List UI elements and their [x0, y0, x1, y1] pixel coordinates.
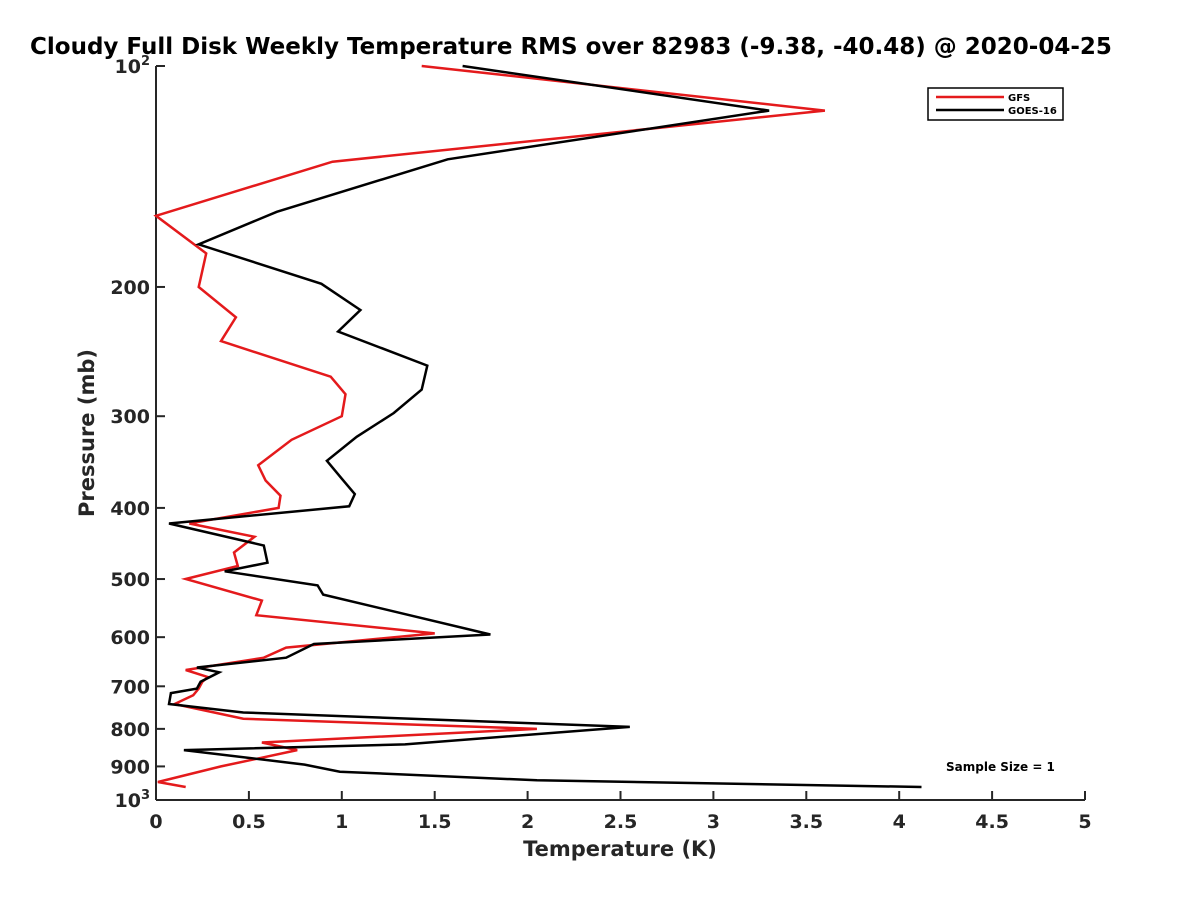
- y-tick-label: 900: [110, 756, 150, 778]
- x-tick-label: 2.5: [604, 811, 638, 833]
- legend-label-goes16: GOES-16: [1008, 106, 1057, 117]
- plot-axes: [155, 66, 1085, 801]
- y-tick-label: 200: [110, 277, 150, 299]
- chart-title: Cloudy Full Disk Weekly Temperature RMS …: [30, 34, 1112, 60]
- y-tick-label: 500: [110, 569, 150, 591]
- x-tick-label: 3.5: [789, 811, 823, 833]
- series-layer: [153, 64, 922, 789]
- y-tick-label: 600: [110, 627, 150, 649]
- x-tick-label: 4.5: [975, 811, 1009, 833]
- series-line-gfs: [153, 64, 826, 789]
- x-tick-label: 1.5: [418, 811, 452, 833]
- legend-label-gfs: GFS: [1008, 93, 1030, 104]
- series-line-goes16: [167, 64, 922, 789]
- x-tick-label: 1: [335, 811, 348, 833]
- y-axis-ticks: 102 200 300 400 500 600 700 800 900 103: [110, 54, 165, 812]
- x-tick-label: 0.5: [232, 811, 266, 833]
- x-axis-label: Temperature (K): [523, 837, 717, 861]
- sample-size-annotation: Sample Size = 1: [946, 760, 1055, 774]
- legend: GFS GOES-16: [927, 87, 1064, 121]
- y-tick-label: 103: [115, 788, 151, 812]
- x-axis-ticks: 0 0.5 1 1.5 2 2.5 3 3.5 4 4.5 5: [149, 791, 1092, 833]
- x-tick-label: 2: [521, 811, 534, 833]
- legend-box: [927, 87, 1064, 121]
- x-tick-label: 5: [1078, 811, 1091, 833]
- y-axis-label: Pressure (mb): [75, 349, 99, 517]
- y-tick-label: 400: [110, 498, 150, 520]
- y-tick-label: 700: [110, 676, 150, 698]
- x-tick-label: 4: [893, 811, 906, 833]
- y-tick-label: 300: [110, 406, 150, 428]
- y-tick-label: 102: [115, 54, 151, 78]
- x-tick-label: 3: [707, 811, 720, 833]
- x-tick-label: 0: [149, 811, 162, 833]
- y-tick-label: 800: [110, 719, 150, 741]
